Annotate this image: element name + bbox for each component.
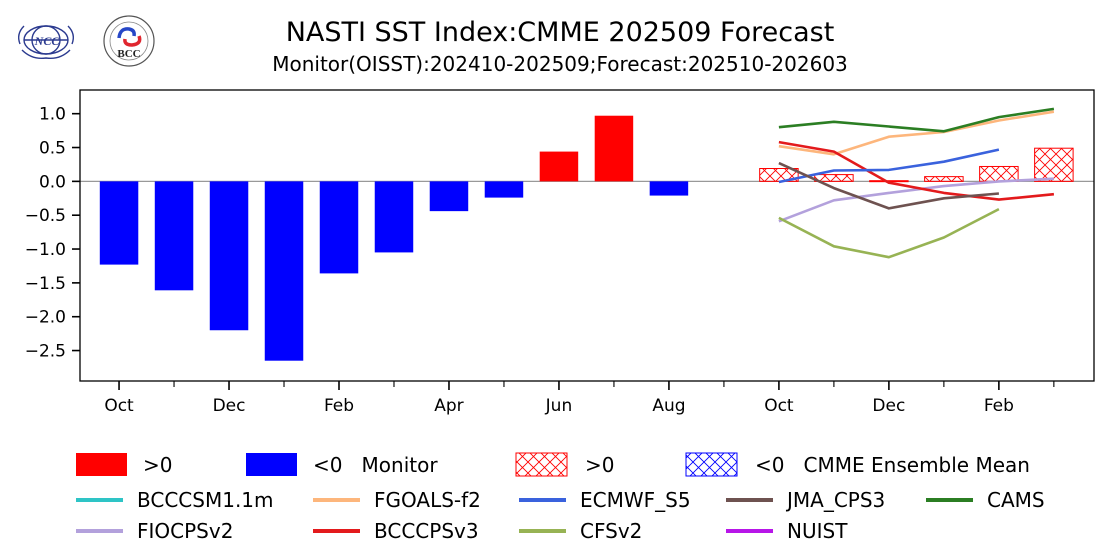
monitor-bar: [374, 181, 414, 253]
monitor-bar: [649, 181, 689, 196]
monitor-bar: [539, 151, 579, 182]
x-tick-label: Oct: [104, 396, 134, 416]
y-tick-label: −2.0: [25, 308, 66, 328]
legend-swatch-monitor-negative: [246, 453, 297, 476]
monitor-bar: [154, 181, 194, 291]
legend-swatch-ensemble-positive: [515, 452, 568, 477]
ensemble-mean-bar: [924, 176, 964, 182]
y-tick-label: 1.0: [39, 105, 66, 125]
series-line-bcccpsv3: [778, 140, 1055, 201]
y-tick-label: −0.5: [25, 206, 66, 226]
x-tick-label: Jun: [545, 396, 573, 416]
bcc-logo-text: BCC: [117, 48, 140, 60]
legend-label: FGOALS-f2: [374, 488, 481, 512]
legend-swatch-monitor-positive: [76, 453, 127, 476]
legend: >0 <0 Monitor >0 <0 CMME Ensemble Mean BCCCS…: [76, 452, 1045, 543]
series-line-fiocpsv2: [778, 177, 1054, 223]
legend-label: NUIST: [787, 519, 848, 543]
monitor-bar: [99, 181, 139, 265]
x-tick-label: Dec: [213, 396, 246, 416]
bcc-logo: BCC: [103, 15, 155, 67]
x-tick-label: Feb: [324, 396, 354, 416]
series-line-cfsv2: [778, 207, 1000, 259]
ensemble-mean-bar: [1034, 147, 1074, 182]
monitor-bar: [429, 181, 469, 212]
legend-label: JMA_CPS3: [785, 488, 885, 512]
plot-area: 1.0 0.5 0.0 −0.5 −1.0 −1.5 −2.0 −2.5 Oct Dec Feb Ap…: [25, 89, 1095, 416]
legend-label: >0: [143, 453, 172, 477]
x-tick-label: Aug: [652, 396, 685, 416]
x-tick-label: Feb: [984, 396, 1014, 416]
monitor-bar: [319, 181, 359, 274]
monitor-bar: [594, 115, 634, 182]
ncc-logo: NCC: [17, 25, 75, 60]
y-tick-label: −1.5: [25, 274, 66, 294]
legend-label: BCCCSM1.1m: [137, 488, 274, 512]
legend-label: <0 CMME Ensemble Mean: [755, 453, 1030, 477]
ensemble-mean-bar: [979, 165, 1019, 182]
chart-subtitle: Monitor(OISST):202410-202509;Forecast:20…: [272, 52, 848, 76]
legend-label: CFSv2: [580, 519, 642, 543]
axes-frame: [79, 89, 1095, 382]
legend-label: <0 Monitor: [313, 453, 438, 477]
ncc-logo-text: NCC: [34, 34, 61, 48]
series-line-jma-cps3: [778, 161, 1000, 210]
monitor-bar: [484, 181, 524, 198]
legend-label: ECMWF_S5: [580, 488, 691, 512]
series-line-cams: [778, 107, 1055, 133]
x-tick-label: Dec: [872, 396, 905, 416]
y-tick-label: 0.5: [39, 139, 66, 159]
chart-title: NASTI SST Index:CMME 202509 Forecast: [285, 17, 835, 48]
legend-label: BCCCPSv3: [374, 519, 479, 543]
series-line-fgoals-f2: [778, 110, 1055, 156]
x-tick-label: Apr: [434, 396, 463, 416]
y-tick-label: 0.0: [39, 172, 66, 192]
y-tick-label: −1.0: [25, 240, 66, 260]
monitor-bar: [209, 181, 249, 331]
y-tick-label: −2.5: [25, 342, 66, 362]
legend-label: >0: [585, 453, 614, 477]
series-line-ecmwf-s5: [778, 148, 1000, 184]
legend-label: FIOCPSv2: [137, 519, 233, 543]
ensemble-mean-bar: [814, 174, 854, 182]
legend-swatch-ensemble-negative: [685, 452, 738, 477]
legend-label: CAMS: [987, 488, 1045, 512]
x-tick-label: Oct: [764, 396, 794, 416]
monitor-bar: [264, 181, 304, 361]
